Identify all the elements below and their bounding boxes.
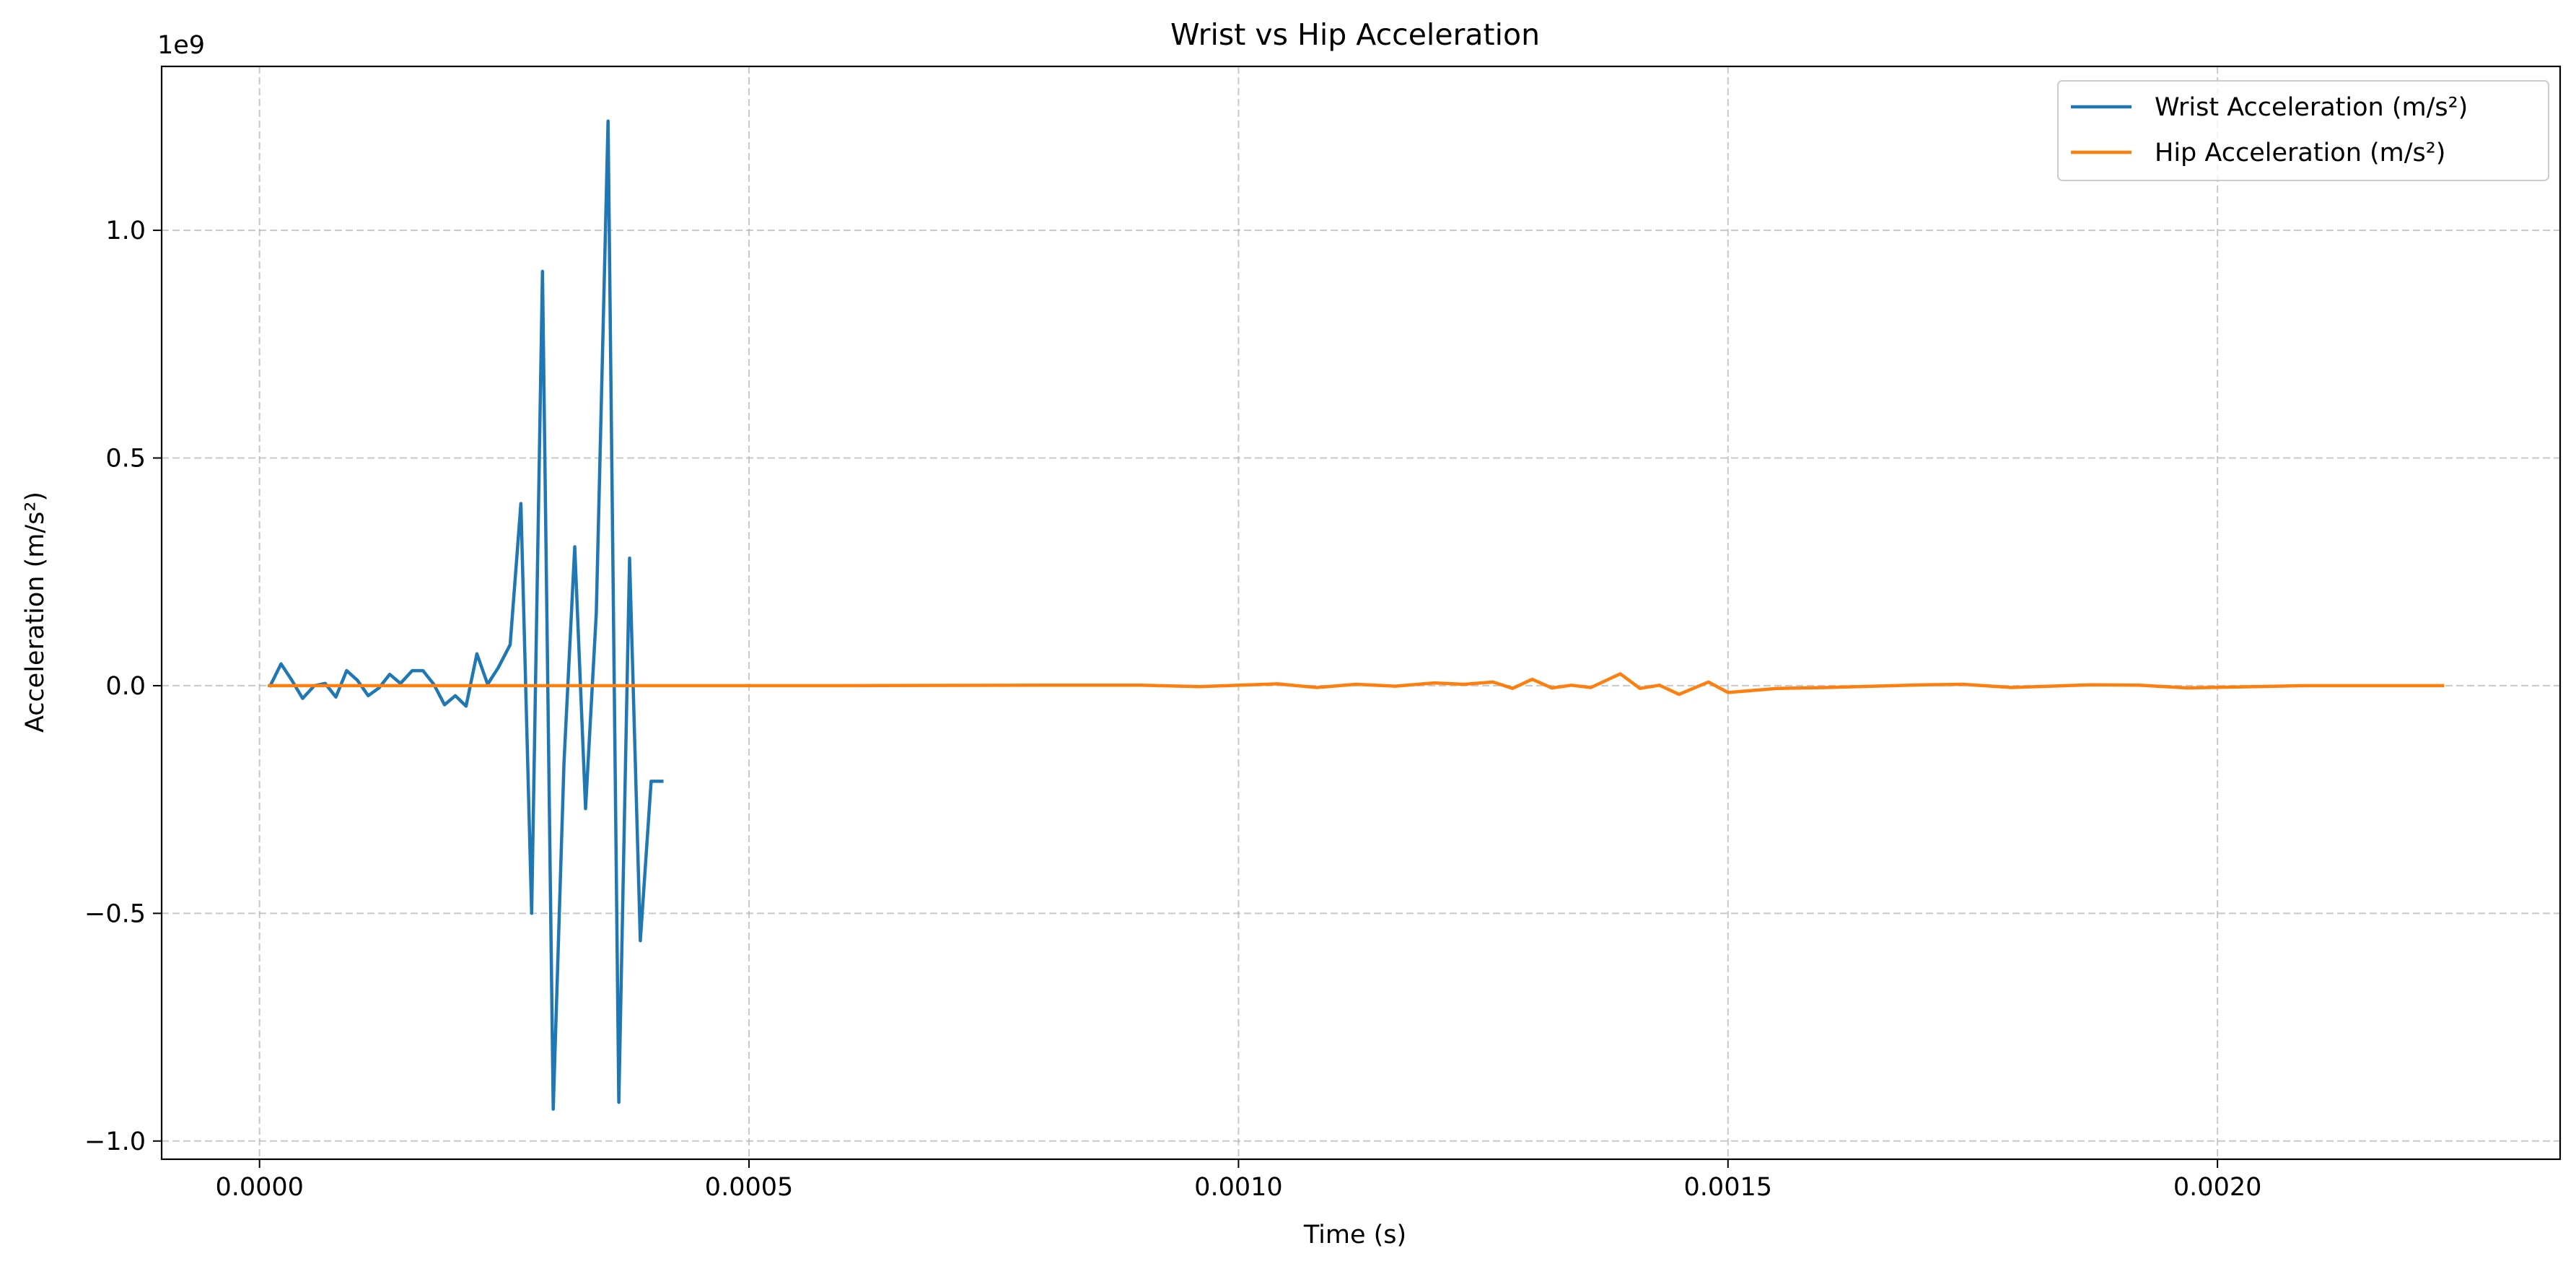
- y-axis: −1.0 −0.5 0.0 0.5 1.0: [84, 217, 162, 1156]
- y-tick-label: 1.0: [105, 217, 146, 245]
- x-axis: 0.0000 0.0005 0.0010 0.0015 0.0020: [215, 1159, 2261, 1202]
- x-tick-label: 0.0005: [705, 1173, 793, 1202]
- x-tick-label: 0.0010: [1194, 1173, 1282, 1202]
- x-axis-label: Time (s): [1303, 1221, 1406, 1249]
- chart-title: Wrist vs Hip Acceleration: [1170, 17, 1540, 52]
- legend-hip-label: Hip Acceleration (m/s²): [2155, 139, 2445, 167]
- x-tick-label: 0.0020: [2173, 1173, 2261, 1202]
- y-axis-offset-text: 1e9: [157, 31, 205, 60]
- x-tick-label: 0.0000: [215, 1173, 303, 1202]
- plot-frame: [160, 65, 2562, 1161]
- y-axis-label: Acceleration (m/s²): [21, 492, 50, 733]
- legend: Wrist Acceleration (m/s²) Hip Accelerati…: [2057, 80, 2549, 181]
- legend-box: [2057, 80, 2549, 181]
- x-tick-label: 0.0015: [1684, 1173, 1772, 1202]
- series-group: [267, 119, 2445, 1111]
- y-tick-label: −0.5: [84, 899, 146, 928]
- legend-wrist-label: Wrist Acceleration (m/s²): [2155, 93, 2468, 122]
- hip-acceleration-line: [267, 672, 2445, 697]
- wrist-acceleration-line: [268, 119, 664, 1111]
- y-tick-label: −1.0: [84, 1127, 146, 1156]
- y-tick-label: 0.0: [105, 672, 146, 701]
- y-tick-label: 0.5: [105, 445, 146, 474]
